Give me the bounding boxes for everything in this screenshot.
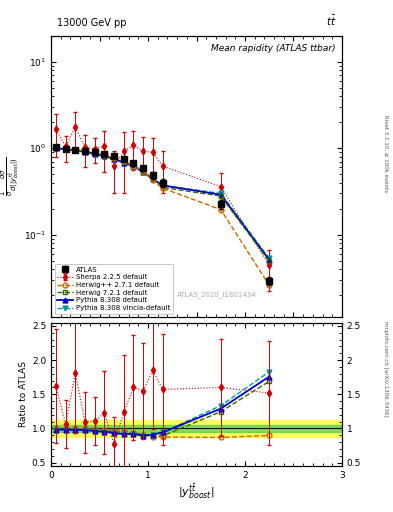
- Text: 13000 GeV pp: 13000 GeV pp: [57, 18, 127, 28]
- Legend: ATLAS, Sherpa 2.2.5 default, Herwig++ 2.7.1 default, Herwig 7.2.1 default, Pythi: ATLAS, Sherpa 2.2.5 default, Herwig++ 2.…: [55, 264, 173, 314]
- Herwig 7.2.1 default: [83, 148, 87, 155]
- Herwig 7.2.1 default: [63, 146, 68, 152]
- Herwig++ 2.7.1 default: [53, 144, 58, 151]
- Pythia 8.308 default: [73, 147, 78, 154]
- Herwig 7.2.1 default: [112, 155, 116, 161]
- Herwig++ 2.7.1 default: [219, 206, 223, 212]
- Pythia 8.308 vincia-default: [160, 182, 165, 188]
- Herwig 7.2.1 default: [141, 168, 145, 175]
- Herwig 7.2.1 default: [267, 259, 272, 265]
- X-axis label: $|y^{t\bar{t}}_{boost}|$: $|y^{t\bar{t}}_{boost}|$: [178, 482, 215, 501]
- Pythia 8.308 default: [102, 153, 107, 159]
- Line: Pythia 8.308 vincia-default: Pythia 8.308 vincia-default: [53, 146, 272, 261]
- Pythia 8.308 vincia-default: [121, 160, 126, 166]
- Pythia 8.308 default: [160, 182, 165, 188]
- Herwig++ 2.7.1 default: [160, 185, 165, 191]
- Pythia 8.308 vincia-default: [112, 156, 116, 162]
- Pythia 8.308 vincia-default: [267, 255, 272, 262]
- Pythia 8.308 default: [131, 163, 136, 169]
- Text: ATLAS_2020_I1801434: ATLAS_2020_I1801434: [177, 291, 257, 298]
- Herwig++ 2.7.1 default: [112, 155, 116, 161]
- Pythia 8.308 default: [53, 145, 58, 152]
- Herwig 7.2.1 default: [219, 193, 223, 199]
- Herwig 7.2.1 default: [102, 153, 107, 159]
- Pythia 8.308 vincia-default: [151, 176, 155, 182]
- Herwig 7.2.1 default: [53, 145, 58, 151]
- Line: Pythia 8.308 default: Pythia 8.308 default: [53, 146, 272, 262]
- Pythia 8.308 default: [63, 146, 68, 153]
- Y-axis label: $\frac{1}{\sigma}\frac{d\sigma}{d(|y^{t\bar{t}}_{boost}|)}$: $\frac{1}{\sigma}\frac{d\sigma}{d(|y^{t\…: [0, 157, 21, 196]
- Herwig++ 2.7.1 default: [83, 147, 87, 154]
- Herwig 7.2.1 default: [160, 184, 165, 190]
- Herwig++ 2.7.1 default: [267, 282, 272, 288]
- Pythia 8.308 default: [92, 151, 97, 157]
- Herwig++ 2.7.1 default: [73, 146, 78, 153]
- Line: Herwig++ 2.7.1 default: Herwig++ 2.7.1 default: [53, 145, 272, 288]
- Pythia 8.308 default: [219, 191, 223, 198]
- Herwig 7.2.1 default: [131, 162, 136, 168]
- Pythia 8.308 default: [151, 176, 155, 182]
- Pythia 8.308 default: [141, 169, 145, 175]
- Herwig++ 2.7.1 default: [102, 152, 107, 158]
- Pythia 8.308 vincia-default: [83, 148, 87, 155]
- Pythia 8.308 vincia-default: [53, 145, 58, 152]
- Herwig++ 2.7.1 default: [63, 145, 68, 152]
- Herwig++ 2.7.1 default: [121, 158, 126, 164]
- Pythia 8.308 default: [121, 160, 126, 166]
- Line: Herwig 7.2.1 default: Herwig 7.2.1 default: [53, 145, 272, 264]
- Herwig++ 2.7.1 default: [131, 163, 136, 169]
- Pythia 8.308 vincia-default: [219, 190, 223, 197]
- Pythia 8.308 default: [267, 257, 272, 263]
- Pythia 8.308 default: [112, 156, 116, 162]
- Pythia 8.308 default: [83, 148, 87, 155]
- Text: Rivet 3.1.10, ≥ 100k events: Rivet 3.1.10, ≥ 100k events: [383, 115, 388, 192]
- Pythia 8.308 vincia-default: [73, 147, 78, 154]
- Text: $t\bar{t}$: $t\bar{t}$: [325, 14, 336, 28]
- Herwig++ 2.7.1 default: [151, 177, 155, 183]
- Text: Mean rapidity (ATLAS ttbar): Mean rapidity (ATLAS ttbar): [211, 45, 336, 53]
- Pythia 8.308 vincia-default: [63, 146, 68, 153]
- Y-axis label: Ratio to ATLAS: Ratio to ATLAS: [19, 361, 28, 427]
- Herwig++ 2.7.1 default: [141, 168, 145, 175]
- Herwig++ 2.7.1 default: [92, 150, 97, 156]
- Herwig 7.2.1 default: [151, 176, 155, 182]
- Herwig 7.2.1 default: [92, 151, 97, 157]
- Text: mcplots.cern.ch [arXiv:1306.3436]: mcplots.cern.ch [arXiv:1306.3436]: [383, 321, 388, 416]
- Pythia 8.308 vincia-default: [102, 153, 107, 159]
- Herwig 7.2.1 default: [73, 147, 78, 153]
- Pythia 8.308 vincia-default: [141, 169, 145, 175]
- Herwig 7.2.1 default: [121, 159, 126, 165]
- Pythia 8.308 vincia-default: [131, 163, 136, 169]
- Pythia 8.308 vincia-default: [92, 151, 97, 157]
